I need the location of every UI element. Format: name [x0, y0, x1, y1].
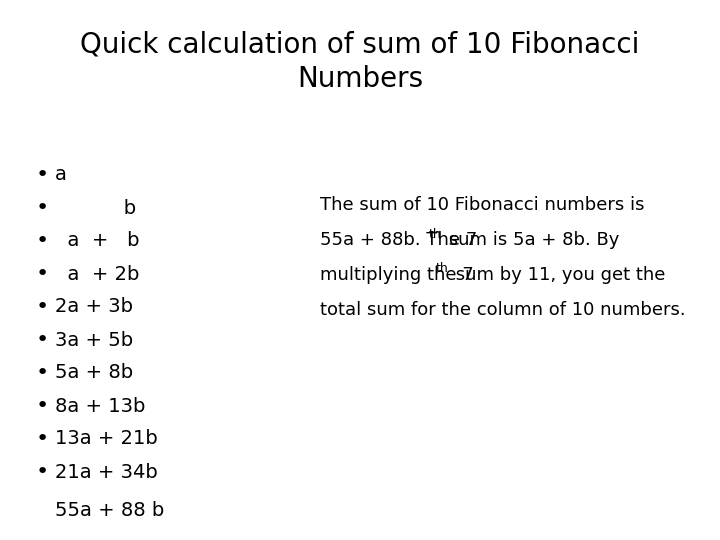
Text: •: •: [35, 396, 49, 416]
Text: multiplying the 7: multiplying the 7: [320, 266, 474, 284]
Text: •: •: [35, 363, 49, 383]
Text: •: •: [35, 231, 49, 251]
Text: a  + 2b: a + 2b: [55, 265, 140, 284]
Text: •: •: [35, 429, 49, 449]
Text: 5a + 8b: 5a + 8b: [55, 363, 133, 382]
Text: b: b: [55, 199, 136, 218]
Text: 2a + 3b: 2a + 3b: [55, 298, 133, 316]
Text: 55a + 88 b: 55a + 88 b: [55, 501, 164, 519]
Text: sum is 5a + 8b. By: sum is 5a + 8b. By: [443, 231, 619, 249]
Text: •: •: [35, 462, 49, 482]
Text: total sum for the column of 10 numbers.: total sum for the column of 10 numbers.: [320, 301, 685, 319]
Text: •: •: [35, 264, 49, 284]
Text: •: •: [35, 165, 49, 185]
Text: th: th: [436, 262, 449, 275]
Text: sum by 11, you get the: sum by 11, you get the: [449, 266, 665, 284]
Text: th: th: [429, 227, 441, 240]
Text: a  +   b: a + b: [55, 232, 140, 251]
Text: 13a + 21b: 13a + 21b: [55, 429, 158, 449]
Text: Quick calculation of sum of 10 Fibonacci
Numbers: Quick calculation of sum of 10 Fibonacci…: [81, 30, 639, 92]
Text: 21a + 34b: 21a + 34b: [55, 462, 158, 482]
Text: a: a: [55, 165, 67, 185]
Text: 8a + 13b: 8a + 13b: [55, 396, 145, 415]
Text: •: •: [35, 330, 49, 350]
Text: 55a + 88b. The 7: 55a + 88b. The 7: [320, 231, 477, 249]
Text: •: •: [35, 297, 49, 317]
Text: 3a + 5b: 3a + 5b: [55, 330, 133, 349]
Text: •: •: [35, 198, 49, 218]
Text: The sum of 10 Fibonacci numbers is: The sum of 10 Fibonacci numbers is: [320, 196, 644, 214]
